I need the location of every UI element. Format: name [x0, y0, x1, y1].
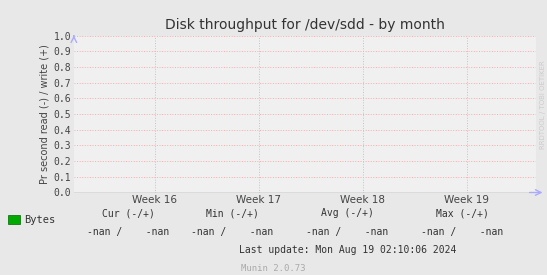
Text: -nan /    -nan: -nan / -nan	[191, 227, 274, 237]
Text: Min (-/+): Min (-/+)	[206, 208, 259, 218]
Text: Bytes: Bytes	[25, 215, 56, 225]
Text: -nan /    -nan: -nan / -nan	[306, 227, 388, 237]
Y-axis label: Pr second read (-) / write (+): Pr second read (-) / write (+)	[39, 44, 49, 184]
Text: -nan /    -nan: -nan / -nan	[88, 227, 170, 237]
Text: Cur (-/+): Cur (-/+)	[102, 208, 155, 218]
Text: Max (-/+): Max (-/+)	[436, 208, 488, 218]
Text: RRDTOOL / TOBI OETIKER: RRDTOOL / TOBI OETIKER	[540, 60, 546, 149]
Title: Disk throughput for /dev/sdd - by month: Disk throughput for /dev/sdd - by month	[165, 18, 445, 32]
Text: Last update: Mon Aug 19 02:10:06 2024: Last update: Mon Aug 19 02:10:06 2024	[238, 245, 456, 255]
Text: Avg (-/+): Avg (-/+)	[321, 208, 374, 218]
Text: -nan /    -nan: -nan / -nan	[421, 227, 503, 237]
Text: Munin 2.0.73: Munin 2.0.73	[241, 264, 306, 273]
